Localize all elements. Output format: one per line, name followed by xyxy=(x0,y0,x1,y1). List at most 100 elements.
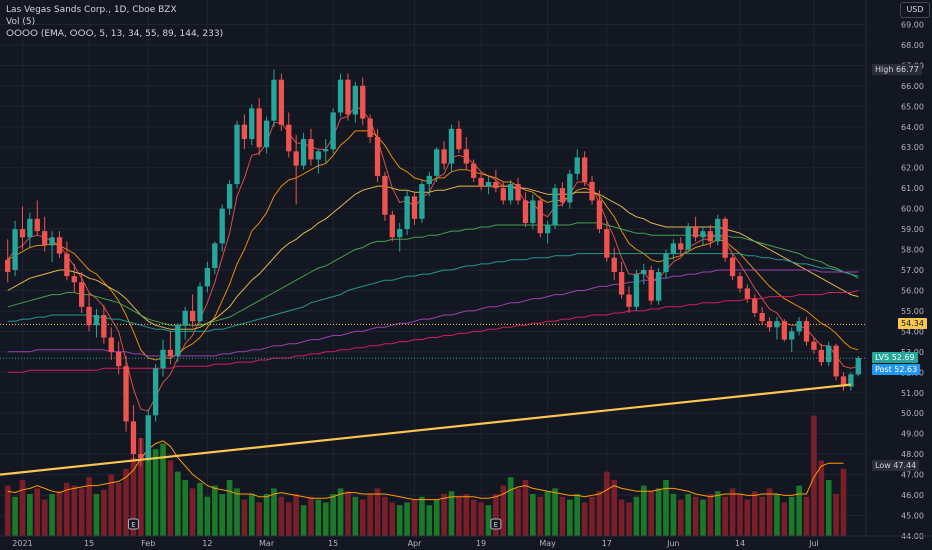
candle-body xyxy=(389,214,395,238)
candle-body xyxy=(79,282,85,307)
volume-bar xyxy=(49,494,55,536)
volume-bar xyxy=(396,505,403,536)
volume-bar xyxy=(419,496,425,536)
volume-bar xyxy=(663,480,669,536)
y-tick-label: 59.00 xyxy=(901,225,924,234)
last-value: 52.69 xyxy=(891,353,915,363)
volume-bar xyxy=(337,488,344,536)
candle-body xyxy=(315,151,322,160)
candle-body xyxy=(434,149,440,176)
candle-body xyxy=(138,454,144,459)
volume-bar xyxy=(692,496,699,536)
candle-body xyxy=(508,184,514,201)
volume-bar xyxy=(759,496,765,536)
x-tick-label: Jul xyxy=(808,539,819,548)
volume-bar xyxy=(382,496,388,536)
candle-body xyxy=(855,357,861,375)
low-price-tag: Low 47.44 xyxy=(872,459,920,471)
volume-bar xyxy=(226,480,233,536)
candle-body xyxy=(145,415,151,459)
y-tick-label: 50.00 xyxy=(901,409,924,418)
volume-bars xyxy=(4,415,847,536)
post-value: 52.63 xyxy=(894,365,918,375)
volume-bar xyxy=(604,471,610,536)
post-price-tag: Post 52.63 xyxy=(872,364,921,376)
y-tick-label: 66.00 xyxy=(901,82,924,91)
candle-body xyxy=(241,124,248,140)
volume-bar xyxy=(411,499,418,536)
volume-bar xyxy=(204,496,211,536)
candle-body xyxy=(663,253,669,273)
candle-body xyxy=(42,231,48,246)
candle-body xyxy=(108,337,114,352)
last-price-tag: LVS 52.69 xyxy=(872,352,918,364)
candle-body xyxy=(175,325,181,356)
candle-body xyxy=(715,218,721,242)
ema-144-line xyxy=(7,269,859,357)
volume-bar xyxy=(78,488,85,536)
volume-bar xyxy=(211,485,218,536)
candle-body xyxy=(411,196,418,219)
candle-body xyxy=(774,321,780,328)
volume-bar xyxy=(626,502,632,536)
candle-body xyxy=(204,267,211,287)
high-price-tag: High 66.77 xyxy=(872,64,922,76)
candle-body xyxy=(182,310,188,326)
earnings-marker-label: E xyxy=(131,521,135,529)
candle-body xyxy=(648,270,654,301)
candle-body xyxy=(226,184,233,209)
high-label: High xyxy=(875,65,894,75)
candle-body xyxy=(840,376,847,387)
currency-button[interactable]: USD xyxy=(900,2,930,18)
volume-bar xyxy=(633,496,640,536)
volume-bar xyxy=(589,496,595,536)
candle-body xyxy=(678,243,684,250)
volume-bar xyxy=(352,496,359,536)
grid xyxy=(0,0,866,537)
volume-bar xyxy=(389,502,396,536)
candle-body xyxy=(71,276,77,283)
candle-body xyxy=(441,149,447,164)
volume-bar xyxy=(515,488,521,536)
candle-body xyxy=(249,108,255,140)
volume-bar xyxy=(456,496,462,536)
volume-bar xyxy=(581,502,588,536)
y-tick-label: 46.00 xyxy=(901,491,924,500)
candle-body xyxy=(626,294,632,307)
time-axis: 2021 15 Feb 12 Mar 15 Apr 19 May 17 Jun 14 Jul xyxy=(0,535,932,548)
candle-body xyxy=(34,218,40,232)
volume-bar xyxy=(71,485,78,536)
low-value: 47.44 xyxy=(893,460,917,470)
volume-bar xyxy=(729,488,736,536)
candle-body xyxy=(160,349,166,369)
volume-bar xyxy=(108,474,115,536)
candle-body xyxy=(530,200,536,223)
ema-34-line xyxy=(7,185,859,330)
volume-bar xyxy=(93,494,100,536)
candle-body xyxy=(27,218,33,238)
volume-bar xyxy=(426,505,433,536)
volume-bar xyxy=(737,494,743,536)
candle-body xyxy=(500,188,506,201)
volume-bar xyxy=(618,499,625,536)
volume-bar xyxy=(478,502,484,536)
candle-body xyxy=(722,218,728,258)
x-tick-label: Mar xyxy=(259,539,275,548)
volume-bar xyxy=(345,491,351,536)
volume-bar xyxy=(167,460,174,536)
candle-body xyxy=(49,237,55,246)
volume-bar xyxy=(175,471,181,536)
volume-bar xyxy=(86,477,92,536)
volume-bar xyxy=(41,499,48,536)
earnings-marker xyxy=(490,518,502,530)
candle-body xyxy=(352,85,358,115)
y-tick-label: 55.00 xyxy=(901,307,924,316)
candle-body xyxy=(337,79,344,113)
candle-body xyxy=(286,124,292,152)
earnings-marker xyxy=(127,518,139,530)
volume-bar xyxy=(840,468,847,536)
candle-body xyxy=(744,288,751,299)
